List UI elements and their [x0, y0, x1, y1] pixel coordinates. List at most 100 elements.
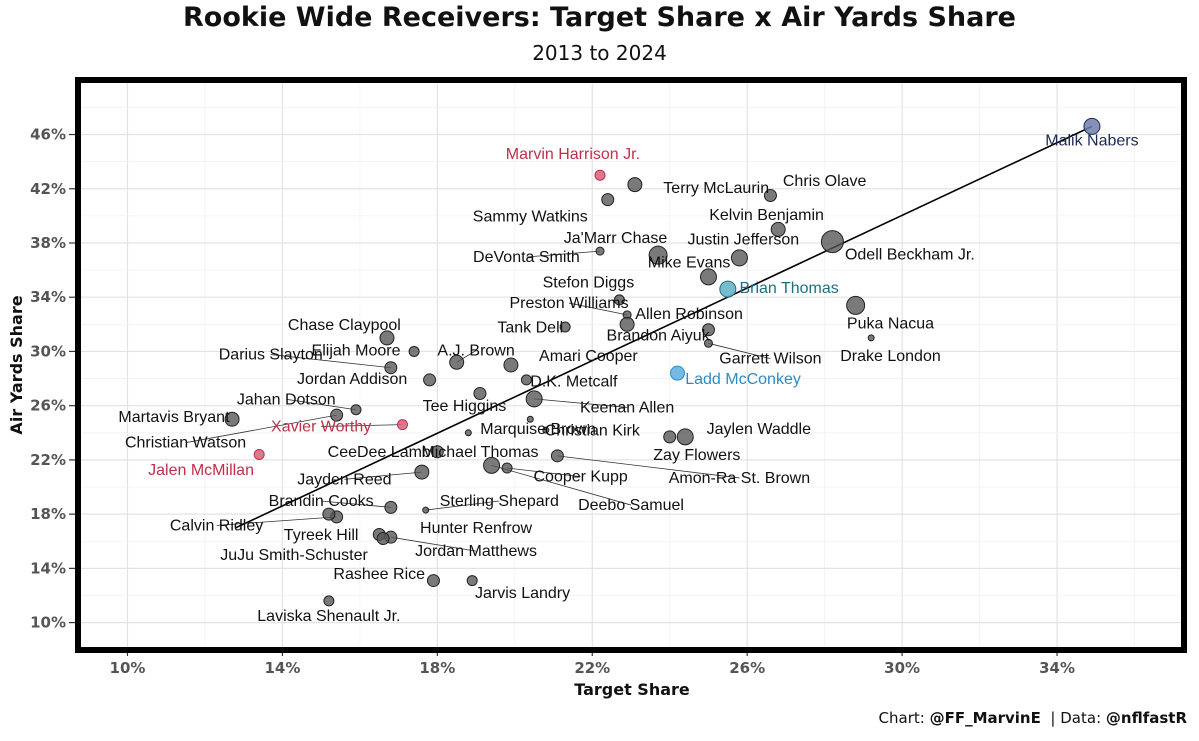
data-point	[867, 334, 875, 342]
y-tick-label: 30%	[30, 342, 66, 360]
leader-line	[425, 500, 500, 511]
axis-ticks: 10% 14% 18% 22% 26% 30% 34% 10% 14% 18% 22% 26% 30% 3…	[30, 126, 1075, 677]
point-label: Deebo Samuel	[578, 497, 684, 514]
point-label: Darius Slayton	[219, 347, 323, 364]
leader-line	[390, 536, 477, 552]
caption-chart-label: Chart:	[878, 709, 925, 727]
data-point	[699, 268, 717, 286]
point-label: Marvin Harrison Jr.	[506, 146, 640, 163]
x-tick-label: 26%	[729, 659, 765, 677]
point-label: Jahan Dotson	[237, 391, 336, 408]
caption-divider: |	[1045, 709, 1061, 727]
data-point	[676, 428, 694, 446]
chart-subtitle: 2013 to 2024	[532, 41, 667, 65]
point-label: Jarvis Landry	[475, 585, 570, 602]
y-tick-label: 22%	[30, 451, 66, 469]
x-tick-label: 22%	[574, 659, 610, 677]
data-point	[483, 456, 501, 474]
point-label: Amari Cooper	[539, 348, 638, 365]
data-point	[473, 386, 487, 400]
data-point	[423, 373, 437, 387]
y-tick-label: 26%	[30, 397, 66, 415]
point-label: Odell Beckham Jr.	[845, 246, 975, 263]
data-point	[601, 193, 615, 207]
data-point	[503, 357, 519, 373]
point-label: Laviska Shenault Jr.	[257, 608, 400, 625]
grid-lines	[81, 83, 1181, 647]
y-tick-label: 10%	[30, 614, 66, 632]
data-point	[384, 500, 398, 514]
data-point	[350, 404, 362, 416]
point-label: Elijah Moore	[312, 343, 401, 360]
x-tick-label: 14%	[264, 659, 300, 677]
point-label: DeVonta Smith	[473, 249, 580, 266]
data-point	[449, 354, 465, 370]
point-label: Allen Robinson	[635, 306, 743, 323]
data-point	[501, 462, 513, 474]
point-label: Brandon Aiyuk	[607, 328, 711, 345]
point-label: Zay Flowers	[653, 447, 740, 464]
data-point	[224, 411, 240, 427]
point-label: CeeDee Lamb	[328, 444, 431, 461]
point-label: Garrett Wilson	[719, 351, 821, 368]
x-tick-label: 30%	[884, 659, 920, 677]
data-point	[1083, 117, 1101, 135]
point-label: Brian Thomas	[739, 280, 838, 297]
point-label: Stefon Diggs	[543, 275, 635, 292]
point-label: Rashee Rice	[333, 566, 425, 583]
data-point	[525, 390, 543, 408]
data-point	[526, 415, 534, 423]
data-point	[701, 323, 715, 337]
data-point	[414, 464, 430, 480]
data-point	[466, 575, 478, 587]
point-label: Mike Evans	[648, 254, 731, 271]
leader-line	[270, 354, 391, 369]
x-axis-label: Target Share	[574, 680, 690, 699]
y-axis-label: Air Yards Share	[7, 295, 26, 434]
point-label: Jordan Addison	[297, 371, 407, 388]
caption-data-label: Data:	[1060, 709, 1102, 727]
data-point	[846, 295, 866, 315]
point-label: Justin Jefferson	[687, 231, 799, 248]
point-labels: Malik Nabers Marvin Harrison Jr. Terry McL…	[118, 132, 1138, 625]
point-label: Xavier Worthy	[271, 418, 371, 435]
data-point	[542, 426, 550, 434]
leader-line	[507, 467, 581, 477]
data-point	[426, 574, 440, 588]
leader-line	[185, 414, 337, 444]
point-label: Amon-Ra St. Brown	[669, 470, 810, 487]
data-point	[613, 294, 625, 306]
data-point	[663, 430, 677, 444]
leader-line	[708, 342, 771, 360]
point-label: Hunter Renfrow	[420, 520, 532, 537]
point-label: Tyreek Hill	[284, 527, 359, 544]
leader-line	[491, 464, 632, 506]
y-tick-label: 46%	[30, 126, 66, 144]
point-label: Puka Nacua	[847, 315, 934, 332]
data-point	[376, 532, 390, 546]
data-point	[648, 245, 668, 265]
point-label: Terry McLaurin	[663, 180, 769, 197]
point-label: Jordan Matthews	[415, 543, 537, 560]
x-tick-label: 18%	[419, 659, 455, 677]
data-point	[730, 249, 748, 267]
data-point	[396, 419, 408, 431]
point-label: Marquise Brown	[480, 421, 596, 438]
leader-line	[568, 302, 628, 316]
data-point	[322, 507, 336, 521]
point-label: Malik Nabers	[1045, 132, 1138, 149]
point-label: Preston Williams	[509, 295, 628, 312]
point-label: Ladd McConkey	[685, 371, 801, 388]
data-point	[430, 445, 444, 459]
plot-frame	[75, 77, 1187, 653]
point-label: Ja'Marr Chase	[564, 230, 668, 247]
leader-line	[534, 398, 628, 408]
data-point	[559, 321, 571, 333]
point-label: Jayden Reed	[297, 471, 391, 488]
point-label: A.J. Brown	[437, 343, 514, 360]
point-label: Kelvin Benjamin	[709, 207, 824, 224]
point-label: D.K. Metcalf	[530, 374, 618, 391]
chart-caption: Chart: @FF_MarvinE | Data: @nflfastR	[879, 709, 1187, 727]
point-label: Cooper Kupp	[533, 469, 627, 486]
